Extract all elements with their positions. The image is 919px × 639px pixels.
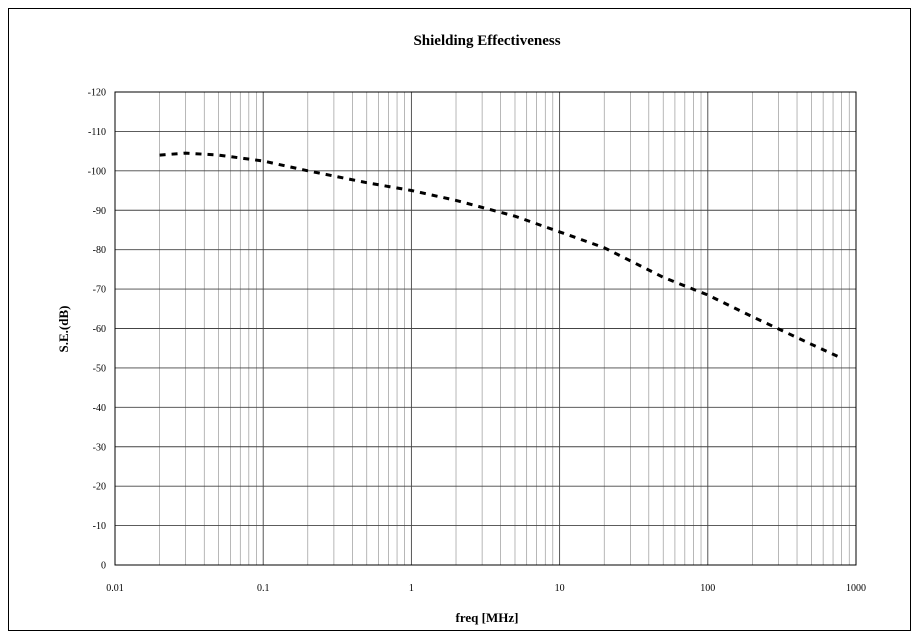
y-tick-label: -90 [93, 206, 106, 217]
x-axis-ticks: 0.01 0.1 1 10 100 1000 [106, 583, 866, 594]
y-tick-label: -40 [93, 403, 106, 414]
chart-title: Shielding Effectiveness [413, 33, 560, 49]
grid [114, 91, 856, 566]
x-tick-label: 10 [555, 583, 565, 594]
y-tick-label: -110 [88, 127, 106, 138]
y-tick-label: -80 [93, 245, 106, 256]
y-tick-label: -50 [93, 363, 106, 374]
y-axis-ticks: 0 -10 -20 -30 -40 -50 -60 -70 -80 -90 -100 -110 -120 [88, 88, 106, 572]
y-tick-label: 0 [101, 561, 106, 572]
x-tick-label: 0.1 [257, 583, 270, 594]
y-tick-label: -20 [93, 482, 106, 493]
x-tick-label: 1000 [846, 583, 866, 594]
y-tick-label: -60 [93, 324, 106, 335]
y-tick-label: -30 [93, 442, 106, 453]
x-tick-label: 1 [409, 583, 414, 594]
y-tick-label: -70 [93, 285, 106, 296]
y-tick-label: -100 [88, 166, 106, 177]
y-axis-label: S.E.(dB) [56, 306, 71, 353]
plot-area [114, 91, 857, 566]
chart-frame [8, 8, 911, 631]
x-tick-label: 100 [700, 583, 715, 594]
y-tick-label: -120 [88, 88, 106, 99]
x-axis-label: freq [MHz] [456, 610, 519, 625]
x-tick-label: 0.01 [106, 583, 124, 594]
y-tick-label: -10 [93, 521, 106, 532]
